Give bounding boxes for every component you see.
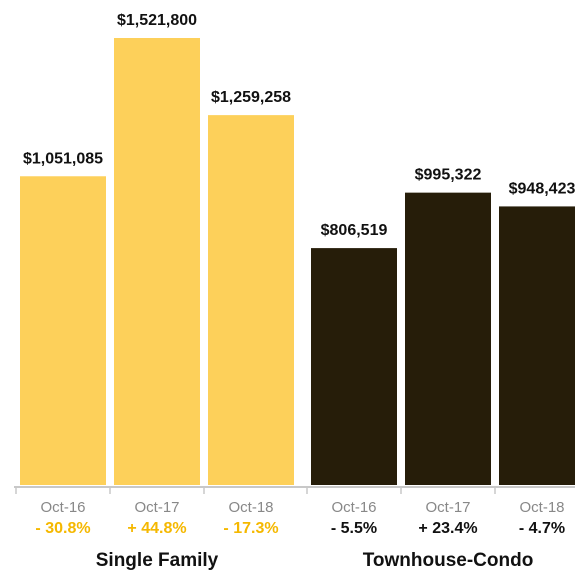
- change-label: + 23.4%: [418, 520, 477, 537]
- data-label: $1,051,085: [23, 150, 103, 167]
- data-label: $806,519: [321, 222, 388, 239]
- change-label: - 17.3%: [223, 520, 278, 537]
- tick-label: Oct-16: [331, 499, 376, 516]
- data-label: $1,259,258: [211, 89, 291, 106]
- data-label: $948,423: [509, 180, 575, 197]
- bar-1-1: [405, 192, 491, 486]
- tick-label: Oct-17: [425, 499, 470, 516]
- group-label: Townhouse-Condo: [363, 550, 534, 571]
- tick-label: Oct-18: [519, 499, 564, 516]
- bar-0-1: [114, 38, 200, 485]
- data-label: $995,322: [415, 167, 482, 184]
- tick-label: Oct-18: [228, 499, 273, 516]
- group-label: Single Family: [96, 550, 219, 571]
- bar-1-0: [311, 248, 397, 485]
- change-label: + 44.8%: [127, 520, 186, 537]
- change-label: - 4.7%: [519, 520, 565, 537]
- bar-0-2: [208, 115, 294, 485]
- change-label: - 5.5%: [331, 520, 377, 537]
- bar-1-2: [499, 206, 575, 486]
- change-label: - 30.8%: [35, 520, 90, 537]
- bar-0-0: [20, 176, 106, 485]
- tick-label: Oct-17: [134, 499, 179, 516]
- tick-label: Oct-16: [40, 499, 85, 516]
- data-label: $1,521,800: [117, 12, 197, 29]
